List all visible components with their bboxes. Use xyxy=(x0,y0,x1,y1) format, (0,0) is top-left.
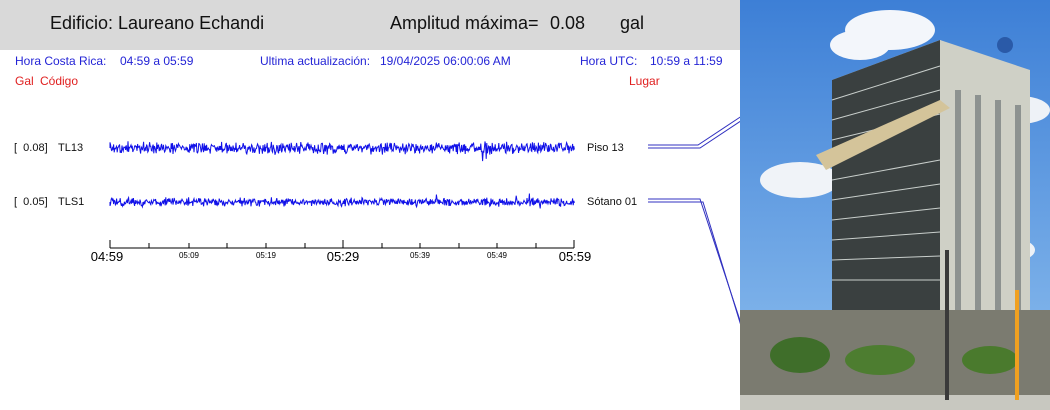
trace-1-place: Piso 13 xyxy=(587,142,624,154)
utc-time-range: 10:59 a 11:59 xyxy=(650,54,723,68)
last-update-label: Ultima actualización: xyxy=(260,54,371,68)
utc-time-label: Hora UTC: xyxy=(580,54,638,68)
tick-label-05-09: 05:09 xyxy=(179,251,200,260)
connector-piso13-b xyxy=(648,120,740,149)
max-amplitude-value: 0.08 xyxy=(550,13,586,33)
tick-label-05-29: 05:29 xyxy=(327,249,360,264)
trace-1-code: TL13 xyxy=(58,142,84,154)
max-amplitude-unit: gal xyxy=(620,13,645,33)
trace-2-place: Sótano 01 xyxy=(587,196,638,208)
seismogram-plot: 04:59 05:09 05:19 05:29 05:39 05:49 05:5… xyxy=(91,116,740,325)
time-axis-ticks xyxy=(109,240,575,248)
connector-sotano01 xyxy=(648,198,740,322)
place-column-label: Lugar xyxy=(629,74,660,88)
trace-1-waveform xyxy=(109,140,575,162)
connector-sotano01-b xyxy=(648,201,740,325)
building-photo-icon xyxy=(740,0,1050,410)
code-column-label: Código xyxy=(40,74,79,88)
header-bar: Edificio: Laureano Echandi Amplitud máxi… xyxy=(0,0,740,50)
trace-1-amplitude: [ 0.08] xyxy=(14,142,48,154)
tick-label-05-39: 05:39 xyxy=(410,251,431,260)
building-title: Edificio: Laureano Echandi xyxy=(50,13,265,33)
tick-label-05-59: 05:59 xyxy=(559,249,592,264)
last-update-value: 19/04/2025 06:00:06 AM xyxy=(380,54,511,68)
trace-2-amplitude: [ 0.05] xyxy=(14,196,48,208)
max-amplitude-label: Amplitud máxima= xyxy=(390,13,539,33)
gal-column-label: Gal xyxy=(15,74,34,88)
trace-2-waveform xyxy=(109,193,575,209)
local-time-label: Hora Costa Rica: xyxy=(15,54,107,68)
trace-2-code: TLS1 xyxy=(58,196,85,208)
tick-label-05-19: 05:19 xyxy=(256,251,277,260)
local-time-range: 04:59 a 05:59 xyxy=(120,54,194,68)
tick-label-05-49: 05:49 xyxy=(487,251,508,260)
building-photo xyxy=(740,0,1050,410)
connector-piso13 xyxy=(648,116,740,146)
tick-label-04-59: 04:59 xyxy=(91,249,124,264)
